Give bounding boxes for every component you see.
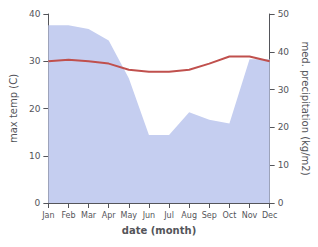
svg-text:50: 50 [278, 9, 290, 19]
svg-text:Jun: Jun [142, 211, 156, 220]
svg-text:med. precipitation (kg/m2): med. precipitation (kg/m2) [300, 41, 311, 175]
svg-text:20: 20 [29, 104, 41, 114]
svg-text:10: 10 [29, 151, 41, 161]
svg-text:40: 40 [29, 9, 41, 19]
svg-text:Sep: Sep [202, 211, 217, 220]
svg-text:0: 0 [278, 198, 284, 208]
svg-text:max temp (C): max temp (C) [8, 74, 19, 143]
svg-text:30: 30 [278, 85, 290, 95]
svg-text:Dec: Dec [262, 211, 277, 220]
svg-text:30: 30 [29, 56, 41, 66]
svg-text:40: 40 [278, 47, 290, 57]
svg-text:20: 20 [278, 122, 290, 132]
svg-text:Jul: Jul [163, 211, 174, 220]
svg-text:10: 10 [278, 160, 290, 170]
svg-text:date (month): date (month) [122, 225, 196, 236]
svg-text:Jan: Jan [41, 211, 54, 220]
svg-text:Aug: Aug [181, 211, 197, 220]
svg-text:Feb: Feb [61, 211, 75, 220]
svg-text:Nov: Nov [242, 211, 258, 220]
svg-text:Apr: Apr [102, 211, 117, 220]
svg-text:Oct: Oct [222, 211, 236, 220]
svg-text:0: 0 [35, 198, 41, 208]
svg-text:Mar: Mar [81, 211, 97, 220]
svg-text:May: May [121, 211, 138, 220]
